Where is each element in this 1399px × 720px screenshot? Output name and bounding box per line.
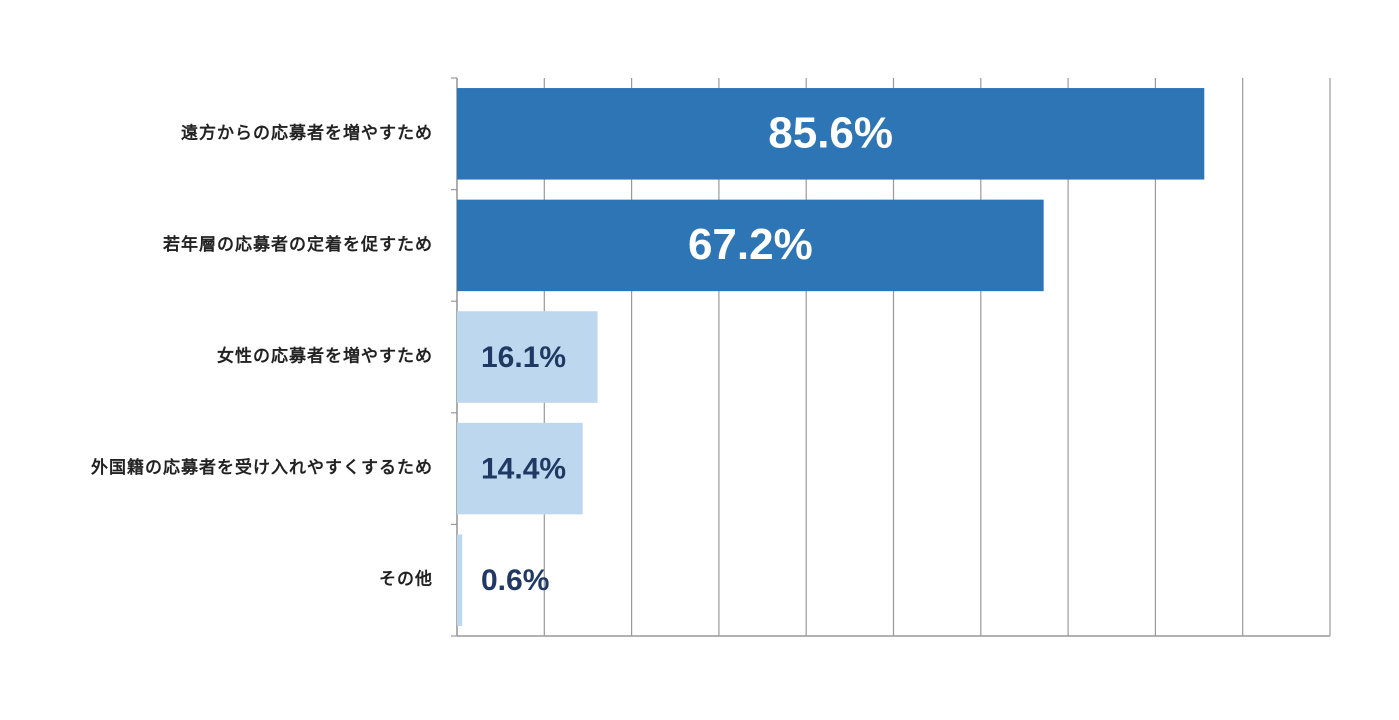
bar [457, 88, 1205, 180]
bar [457, 422, 583, 515]
value-label: 0.6% [481, 564, 549, 597]
category-label: 女性の応募者を増やすため [217, 345, 433, 365]
value-label: 14.4% [481, 453, 566, 486]
category-label: 若年層の応募者の定着を促すため [162, 234, 433, 254]
category-label: その他 [379, 569, 433, 589]
category-label: 外国籍の応募者を受け入れやすくするため [91, 457, 433, 477]
bar [457, 311, 598, 403]
bar [457, 534, 463, 626]
bar [457, 199, 1044, 292]
value-label: 85.6% [768, 108, 893, 157]
value-label: 16.1% [481, 341, 566, 374]
value-label: 67.2% [688, 220, 813, 269]
category-label: 遠方からの応募者を増やすため [181, 122, 433, 142]
